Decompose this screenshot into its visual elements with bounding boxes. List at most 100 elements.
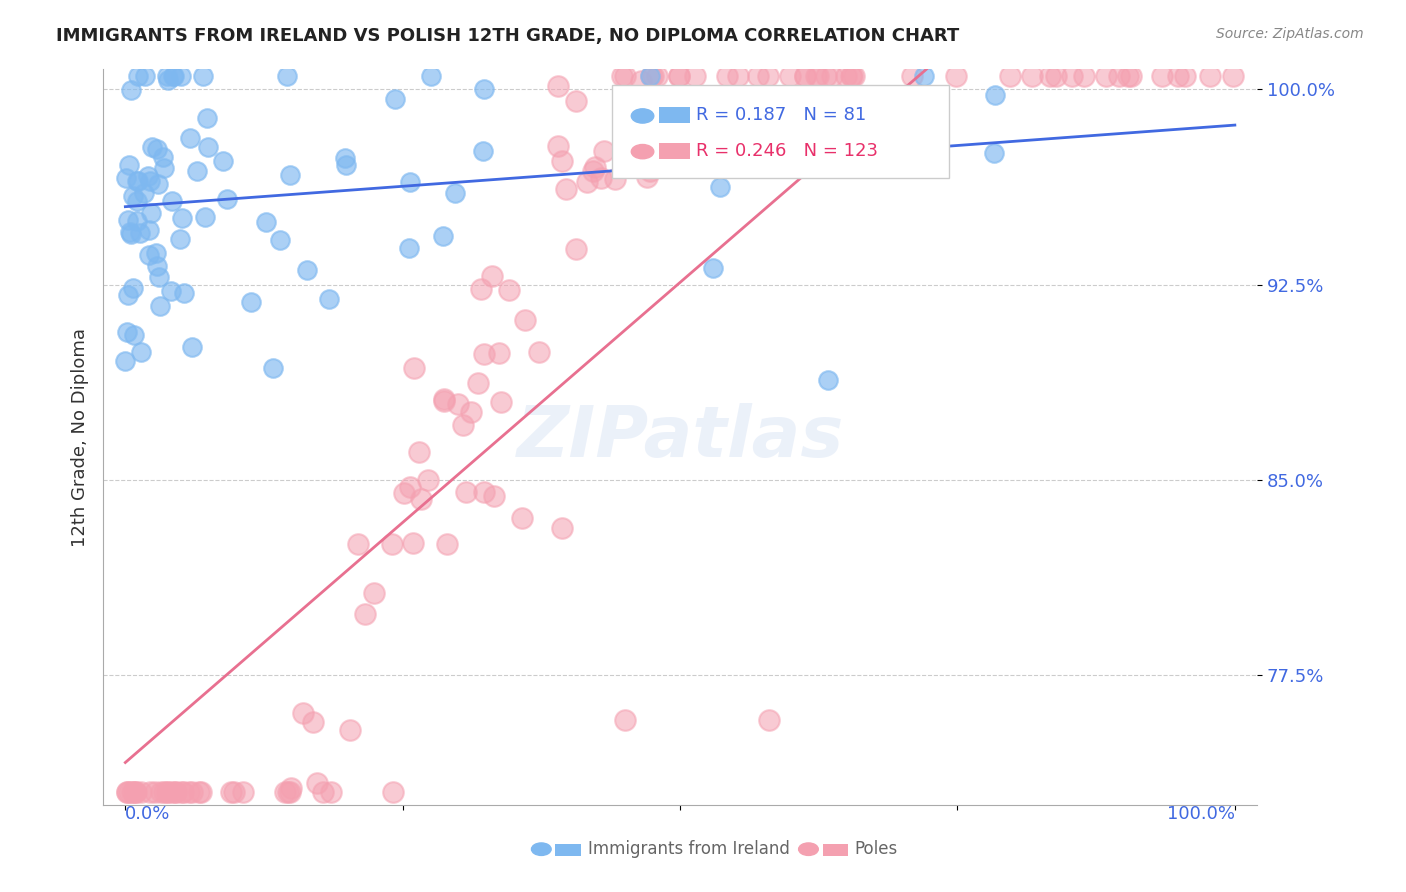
Point [474, 82, 496, 96]
Point [312, 785, 335, 799]
Point [163, 70, 186, 84]
Point [1000, 70, 1022, 84]
Point [510, 511, 533, 525]
Point [153, 785, 176, 799]
Point [188, 785, 211, 799]
Point [121, 189, 143, 203]
Point [409, 491, 432, 506]
Point [280, 785, 302, 799]
Point [814, 70, 837, 84]
Point [121, 785, 143, 799]
Point [333, 151, 356, 165]
Point [186, 164, 208, 178]
Point [1116, 70, 1139, 84]
Point [1045, 70, 1067, 84]
Point [685, 70, 707, 84]
Y-axis label: 12th Grade, No Diploma: 12th Grade, No Diploma [72, 327, 89, 547]
Point [125, 785, 148, 799]
Point [418, 474, 440, 488]
Point [117, 212, 139, 227]
Point [727, 70, 749, 84]
Text: R = 0.187   N = 81: R = 0.187 N = 81 [696, 106, 866, 124]
Point [138, 223, 160, 237]
Point [488, 346, 510, 360]
Point [128, 226, 150, 240]
Point [190, 785, 212, 799]
Point [551, 154, 574, 169]
Point [118, 158, 141, 172]
Point [134, 186, 156, 200]
Point [638, 164, 661, 178]
Point [467, 376, 489, 391]
Point [177, 785, 200, 799]
Point [115, 785, 138, 799]
Point [404, 361, 426, 376]
Point [432, 228, 454, 243]
Point [491, 395, 513, 409]
Point [841, 70, 863, 84]
Point [1167, 70, 1189, 84]
Point [297, 262, 319, 277]
Point [1073, 70, 1095, 84]
Point [118, 785, 141, 799]
Point [129, 785, 152, 799]
Point [1222, 70, 1244, 84]
Text: 0.0%: 0.0% [125, 805, 170, 823]
Point [146, 142, 169, 156]
Point [446, 397, 468, 411]
Point [527, 344, 550, 359]
Point [211, 154, 233, 169]
Point [172, 211, 194, 226]
Point [180, 340, 202, 354]
Point [716, 70, 738, 84]
Point [555, 182, 578, 196]
Point [363, 586, 385, 600]
Point [451, 417, 474, 432]
Text: Source: ZipAtlas.com: Source: ZipAtlas.com [1216, 27, 1364, 41]
Point [1121, 70, 1143, 84]
Point [821, 70, 844, 84]
Point [181, 785, 204, 799]
Point [143, 785, 166, 799]
Point [842, 70, 865, 84]
Text: Immigrants from Ireland: Immigrants from Ireland [588, 840, 790, 858]
Point [912, 70, 935, 84]
Point [807, 70, 830, 84]
Point [276, 70, 298, 84]
Point [149, 299, 172, 313]
Point [564, 243, 586, 257]
Point [420, 70, 443, 84]
Point [402, 536, 425, 550]
Point [835, 70, 858, 84]
Point [150, 785, 173, 799]
Point [169, 231, 191, 245]
Point [262, 360, 284, 375]
Text: R = 0.246   N = 123: R = 0.246 N = 123 [696, 142, 877, 160]
Point [471, 145, 494, 159]
Point [125, 194, 148, 208]
Point [117, 288, 139, 302]
Point [1199, 70, 1222, 84]
Point [339, 723, 361, 738]
Point [141, 206, 163, 220]
Point [139, 174, 162, 188]
Point [127, 174, 149, 188]
Point [318, 292, 340, 306]
Point [605, 171, 627, 186]
Point [335, 158, 357, 172]
Point [120, 83, 142, 97]
Point [983, 145, 1005, 160]
Point [354, 607, 377, 622]
Point [141, 140, 163, 154]
Point [498, 283, 520, 297]
Point [156, 785, 179, 799]
Point [302, 715, 325, 730]
Point [1021, 70, 1043, 84]
Point [398, 241, 420, 255]
Point [513, 313, 536, 327]
Point [129, 345, 152, 359]
Point [127, 70, 149, 84]
Point [636, 169, 658, 184]
Point [114, 353, 136, 368]
Point [219, 785, 242, 799]
